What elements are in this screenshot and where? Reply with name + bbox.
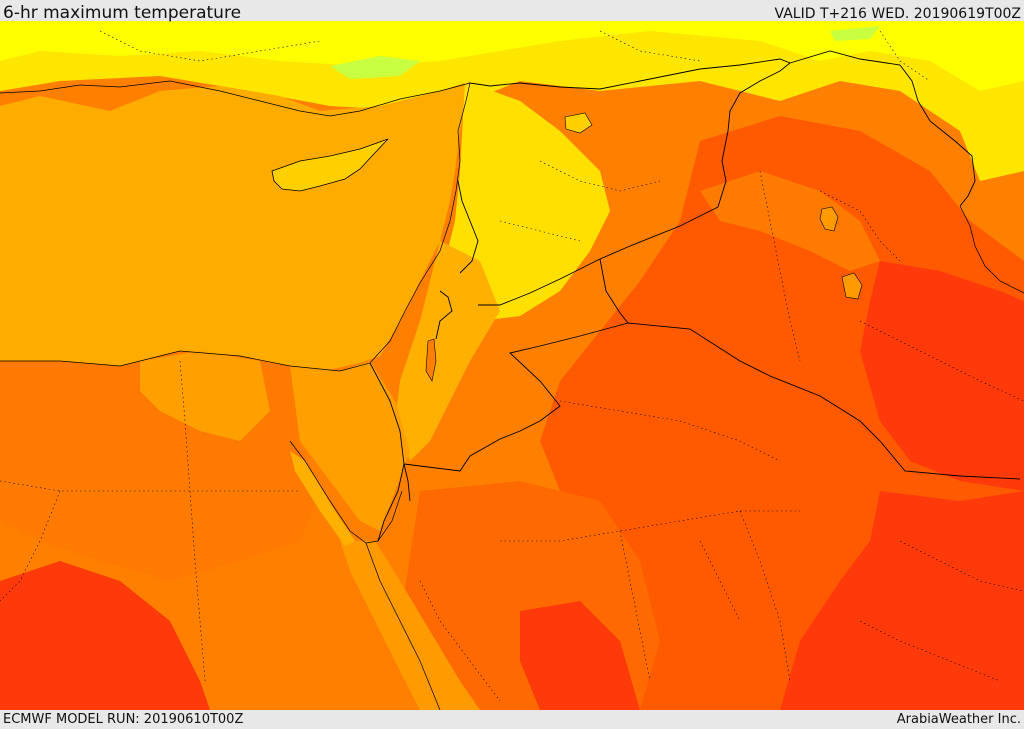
- gulf-coast-hot-zone: [780, 491, 1024, 710]
- hejaz-hot-zone: [520, 601, 640, 710]
- levant-yellow-band: [445, 81, 610, 321]
- province-boundaries: [0, 30, 1024, 702]
- red-sea: [340, 541, 480, 710]
- footer-bar: [0, 710, 1024, 729]
- lake-tharthar: [819, 206, 839, 232]
- gulf-of-suez: [290, 451, 355, 546]
- credit-label: ArabiaWeather Inc.: [896, 712, 1021, 727]
- temperature-map-canvas: [0, 21, 1024, 710]
- valid-time-label: VALID T+216 WED. 20190619T00Z: [774, 6, 1021, 22]
- egypt-hot-zone: [0, 561, 210, 710]
- cyprus-island: [271, 138, 389, 192]
- coastlines: [0, 80, 1024, 710]
- cool-green-patch: [330, 56, 420, 79]
- anatolia-yellow-region: [0, 21, 1024, 91]
- cool-green-patch-east: [830, 26, 880, 41]
- map-title: 6-hr maximum temperature: [3, 3, 242, 23]
- lake-assad: [564, 112, 593, 134]
- temperature-map[interactable]: [0, 21, 1024, 710]
- dead-sea: [425, 338, 437, 382]
- nile-delta-orange: [140, 351, 270, 441]
- sinai-orange: [280, 361, 410, 531]
- southern-iraq-hot-zone: [860, 261, 1024, 491]
- model-run-label: ECMWF MODEL RUN: 20190610T00Z: [3, 712, 244, 727]
- euphrates-strip: [700, 171, 880, 271]
- header-bar: [0, 0, 1024, 21]
- levant-orange-zone: [395, 241, 500, 461]
- lake-habbaniyah: [841, 272, 863, 300]
- country-borders: [369, 50, 1021, 542]
